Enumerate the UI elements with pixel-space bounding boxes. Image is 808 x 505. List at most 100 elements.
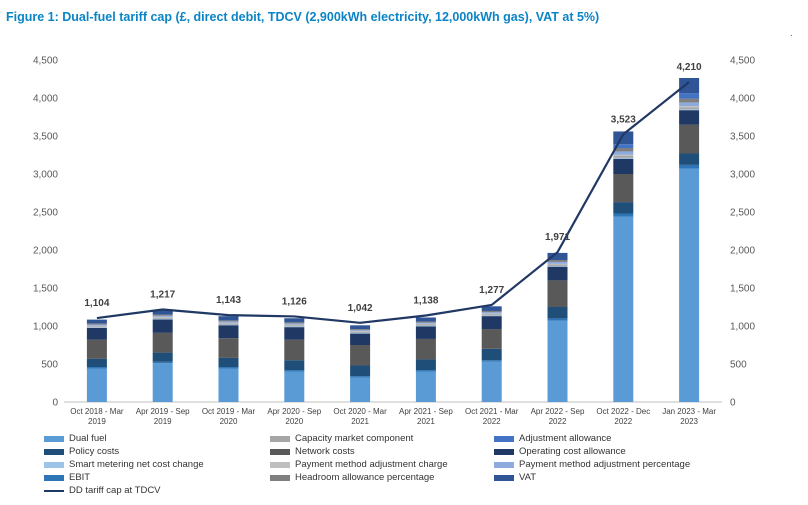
legend-item: Adjustment allowance	[494, 432, 794, 445]
bar-segment	[218, 367, 239, 369]
bar-segment	[415, 323, 436, 325]
tariff-cap-line	[96, 81, 690, 324]
data-label: 4,210	[677, 62, 702, 73]
y-tick-label-left: 1,500	[33, 284, 58, 295]
bar-segment	[152, 316, 173, 318]
bar-segment	[481, 361, 502, 402]
legend-row: DD tariff cap at TDCV	[44, 484, 804, 497]
bar-segment	[679, 110, 700, 125]
bar-segment	[284, 370, 305, 372]
legend-label: DD tariff cap at TDCV	[69, 485, 161, 496]
bar-segment	[415, 322, 436, 324]
bar-segment	[547, 252, 568, 261]
bar-segment	[415, 321, 436, 323]
y-tick-label-right: 4,500	[730, 56, 755, 67]
bar-segment	[86, 319, 107, 324]
bar-segment	[218, 325, 239, 339]
legend-swatch	[44, 489, 64, 492]
bar-segment	[679, 78, 700, 94]
bar-segment	[350, 330, 371, 331]
bar-segment	[481, 306, 502, 311]
bar-segment	[152, 315, 173, 317]
tariff-cap-line-layer: 1,104 1,217 1,143 1,126 1,042 1,138 1,277 1,971…	[84, 62, 702, 324]
legend-swatch	[494, 448, 514, 455]
axes: 0 0 500 500 1,000 1,000 1,500 1,500 2,000 2,000 2,…	[33, 56, 755, 409]
legend-item: VAT	[494, 471, 794, 484]
x-tick-label: 2021	[417, 417, 435, 426]
legend-label: Smart metering net cost change	[69, 459, 204, 470]
x-tick-label: Apr 2021 - Sep	[399, 407, 453, 416]
bar-segment	[284, 327, 305, 340]
bar-segment	[284, 360, 305, 371]
bar-segment	[547, 280, 568, 307]
legend-item: Payment method adjustment charge	[270, 458, 494, 471]
data-label: 1,143	[216, 295, 241, 306]
legend-item: Dual fuel	[44, 432, 270, 445]
bar-segment	[152, 332, 173, 353]
x-tick-label: Oct 2019 - Mar	[202, 407, 256, 416]
legend-item: Smart metering net cost change	[44, 458, 270, 471]
bar-segment	[350, 325, 371, 330]
x-tick-label: 2019	[88, 417, 106, 426]
y-tick-label-right: 3,000	[730, 170, 755, 181]
legend-item: Payment method adjustment percentage	[494, 458, 794, 471]
legend-swatch	[270, 435, 290, 442]
x-tick-label: 2020	[285, 417, 303, 426]
x-tick-label: 2023	[680, 417, 698, 426]
bar-segment	[415, 326, 436, 339]
bar-segment	[284, 325, 305, 327]
bar-segment	[613, 151, 634, 155]
legend-row: Policy costs Network costs Operating cost …	[44, 445, 804, 458]
x-tick-label: Apr 2022 - Sep	[531, 407, 585, 416]
data-label: 1,277	[479, 285, 504, 296]
bar-segment	[218, 322, 239, 324]
bar-segment	[679, 106, 700, 108]
x-tick-label: Oct 2022 - Dec	[596, 407, 650, 416]
legend-label: Operating cost allowance	[519, 446, 626, 457]
x-tick-label: Jan 2023 - Mar	[662, 407, 716, 416]
bar-segment	[350, 331, 371, 333]
bar-segment	[481, 316, 502, 330]
legend-row: Smart metering net cost change Payment me…	[44, 458, 804, 471]
bar-segment	[613, 157, 634, 159]
bar-segment	[481, 315, 502, 317]
y-tick-label-left: 0	[52, 398, 58, 409]
data-label: 1,217	[150, 290, 175, 301]
y-tick-label-right: 0	[730, 398, 736, 409]
legend-swatch	[270, 461, 290, 468]
bar-segment	[481, 313, 502, 315]
bar-segment	[350, 376, 371, 378]
bar-segment	[679, 109, 700, 111]
legend-item: DD tariff cap at TDCV	[44, 484, 270, 497]
bar-segment	[86, 325, 107, 327]
legend-swatch	[44, 435, 64, 442]
bar-segment	[350, 377, 371, 402]
data-label: 3,523	[611, 114, 636, 125]
bar-segment	[218, 324, 239, 326]
bar-segment	[415, 371, 436, 402]
bar-segment	[415, 317, 436, 322]
legend-row: Dual fuel Capacity market component Adjust…	[44, 432, 804, 445]
bar-segment	[218, 316, 239, 321]
legend-label: Headroom allowance percentage	[295, 472, 435, 483]
bar-segment	[350, 365, 371, 377]
legend-label: Payment method adjustment charge	[295, 459, 448, 470]
bar-segment	[218, 320, 239, 322]
legend-label: EBIT	[69, 472, 91, 483]
x-tick-label: 2022	[483, 417, 501, 426]
bar-segment	[613, 158, 634, 174]
bar-segment	[415, 324, 436, 326]
bar-segment	[86, 323, 107, 325]
y-tick-label-left: 3,000	[33, 170, 58, 181]
bar-segment	[350, 333, 371, 345]
bar-segment	[152, 352, 173, 362]
bar-segment	[679, 153, 700, 165]
bar-segment	[218, 321, 239, 323]
data-label: 1,971	[545, 232, 570, 243]
y-tick-label-left: 3,500	[33, 132, 58, 143]
y-tick-label-right: 3,500	[730, 132, 755, 143]
tariff-cap-chart: 0 0 500 500 1,000 1,000 1,500 1,500 2,000 2,000 2,…	[33, 56, 755, 427]
legend-label: Adjustment allowance	[519, 433, 612, 444]
y-tick-label-left: 500	[41, 360, 58, 371]
